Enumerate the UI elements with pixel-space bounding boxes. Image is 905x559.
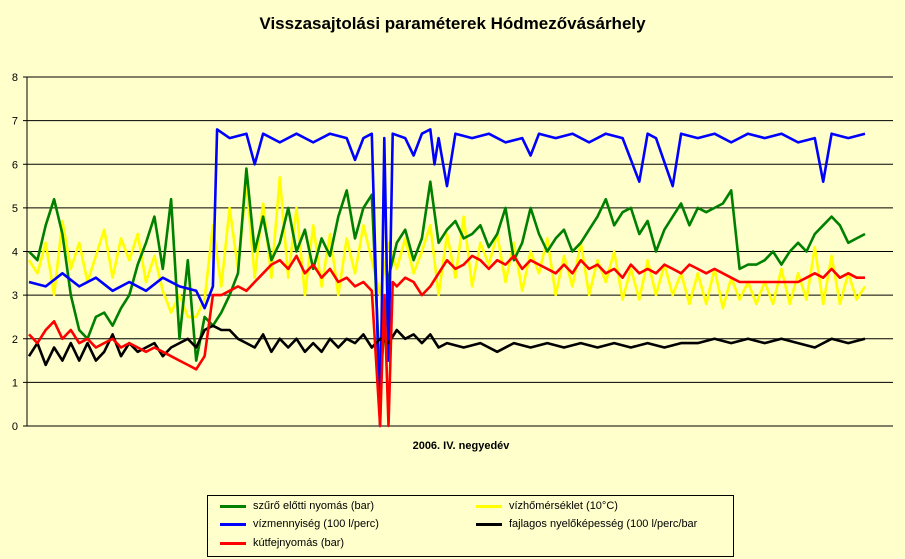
y-tick-label: 7 <box>12 116 18 128</box>
y-tick-label: 8 <box>12 72 18 84</box>
legend-item-fajlagos: fajlagos nyelőképesség (100 l/perc/bar <box>476 518 697 530</box>
legend-item-kutfejnyomas: kútfejnyomás (bar) <box>220 537 344 549</box>
series-line-4 <box>28 254 865 428</box>
legend-swatch-blue <box>220 522 246 526</box>
legend-item-vizmennyiseg: vízmennyiség (100 l/perc) <box>220 518 379 530</box>
legend-label: kútfejnyomás (bar) <box>253 537 345 549</box>
legend-label: vízhőmérséklet (10°C) <box>509 500 618 512</box>
series-line-0 <box>28 167 866 384</box>
chart-legend: szűrő előtti nyomás (bar) vízhőmérséklet… <box>207 495 734 557</box>
chart-title: Visszasajtolási paraméterek Hódmezővásár… <box>259 14 646 33</box>
y-tick-label: 6 <box>12 159 18 171</box>
x-axis-label: 2006. IV. negyedév <box>412 440 510 452</box>
y-tick-label: 2 <box>12 334 18 346</box>
legend-swatch-green <box>220 504 246 508</box>
y-tick-label: 3 <box>12 290 18 302</box>
legend-swatch-yellow <box>476 504 502 508</box>
legend-label: vízmennyiség (100 l/perc) <box>253 518 379 530</box>
legend-swatch-red <box>220 541 246 545</box>
series-line-1 <box>27 176 867 319</box>
legend-item-szuro-nyomas: szűrő előtti nyomás (bar) <box>220 500 374 512</box>
y-tick-label: 1 <box>12 377 18 389</box>
y-tick-label: 5 <box>12 203 18 215</box>
series-line-2 <box>28 128 866 428</box>
series-line-3 <box>27 324 866 367</box>
legend-label: fajlagos nyelőképesség (100 l/perc/bar <box>509 518 698 530</box>
y-tick-label: 4 <box>12 247 18 259</box>
legend-item-vizhomerseklet: vízhőmérséklet (10°C) <box>476 500 618 512</box>
chart-plot-area: 0 1 2 3 4 5 6 7 8 <box>12 72 893 433</box>
legend-swatch-black <box>476 522 502 526</box>
y-tick-label: 0 <box>12 421 18 433</box>
legend-label: szűrő előtti nyomás (bar) <box>253 500 375 512</box>
